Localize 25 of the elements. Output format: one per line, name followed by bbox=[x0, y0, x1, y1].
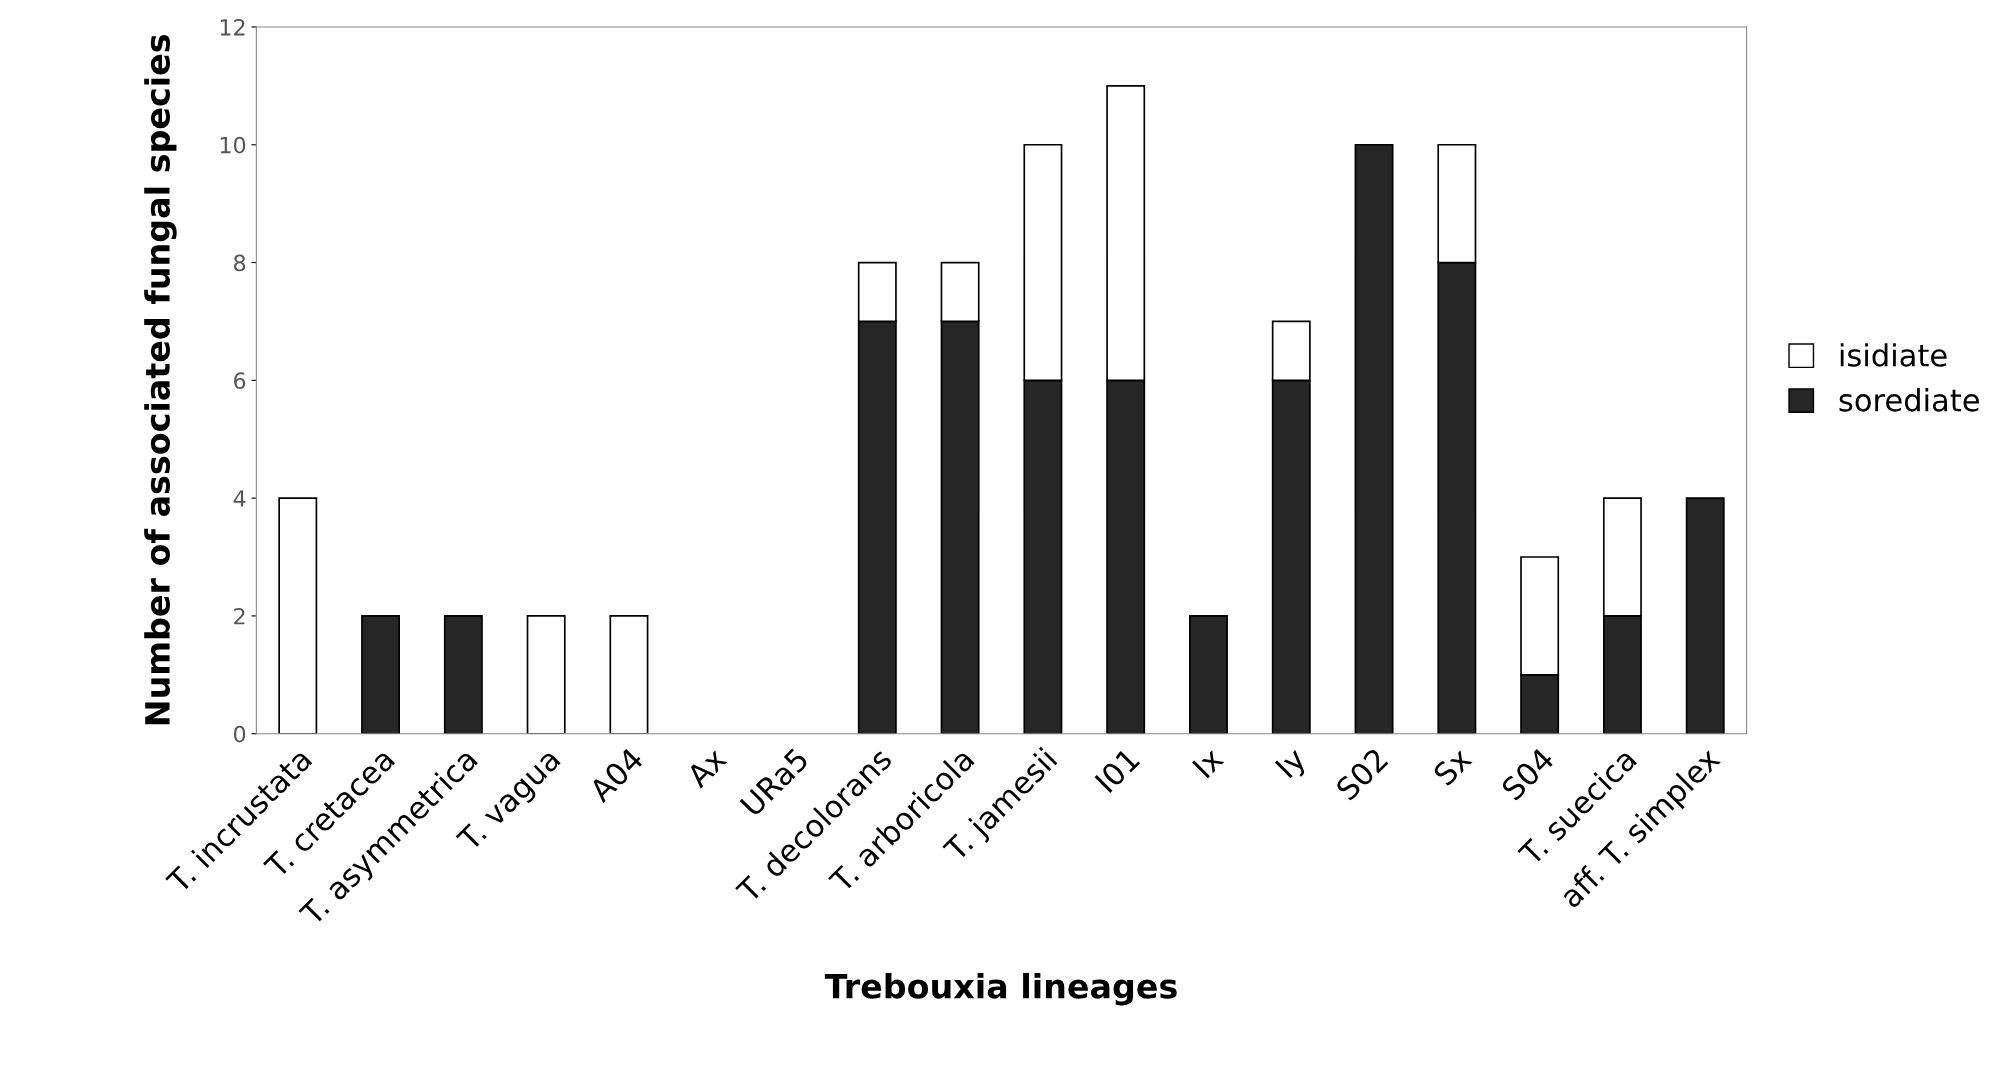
bar bbox=[1189, 615, 1228, 734]
y-axis-title: Number of associated fungal species bbox=[144, 34, 177, 725]
x-tick-label: Ix bbox=[1192, 746, 1225, 779]
y-tick-label: 4 bbox=[233, 490, 246, 507]
bar bbox=[361, 615, 401, 734]
x-tick-label: Ax bbox=[685, 746, 728, 789]
bar bbox=[526, 615, 566, 734]
bar bbox=[278, 497, 318, 734]
bar bbox=[443, 615, 483, 734]
x-tick-label: Sx bbox=[1432, 745, 1473, 787]
x-tick-label: Iy bbox=[1274, 746, 1312, 783]
x-tick-label: I01 bbox=[1094, 747, 1141, 794]
y-tick-label: 10 bbox=[220, 136, 246, 154]
bar bbox=[1354, 143, 1394, 734]
bar bbox=[1685, 497, 1725, 734]
y-tick-label: 0 bbox=[233, 725, 246, 743]
y-tick-label: 2 bbox=[234, 607, 245, 625]
y-tick-label: 12 bbox=[220, 18, 245, 36]
legend-label: sorediate bbox=[1839, 387, 1979, 412]
y-tick-label: 8 bbox=[234, 254, 246, 272]
bar bbox=[609, 615, 649, 734]
x-axis-title: Trebouxia lineages bbox=[824, 972, 1177, 1006]
y-tick-label: 6 bbox=[234, 372, 246, 390]
legend-label: isidiate bbox=[1840, 343, 1947, 367]
x-tick-label: S02 bbox=[1334, 747, 1389, 802]
